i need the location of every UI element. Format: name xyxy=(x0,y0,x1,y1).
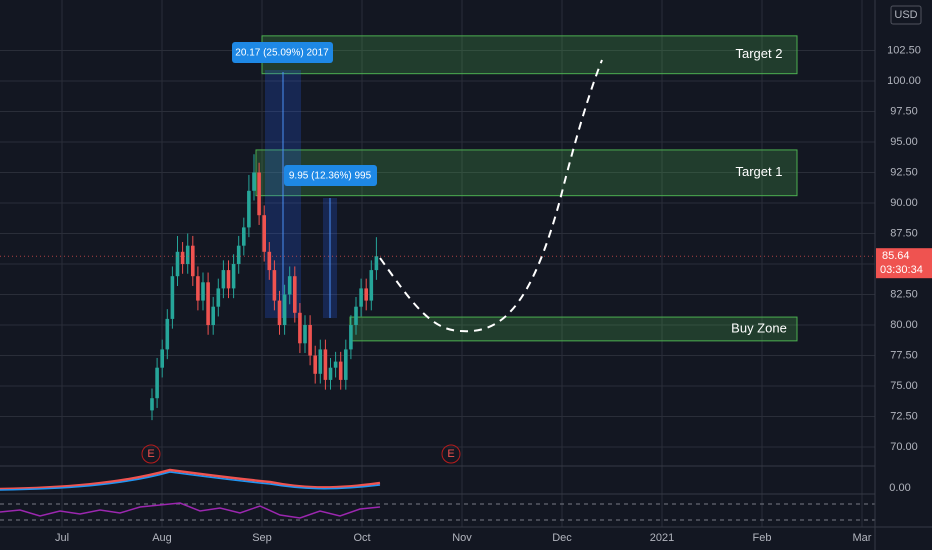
candle-body xyxy=(298,312,302,344)
candle-body xyxy=(196,276,200,301)
candle-body xyxy=(349,325,353,350)
candle-body xyxy=(344,349,348,380)
x-tick-label: Aug xyxy=(152,532,172,544)
candle-body xyxy=(313,355,317,374)
last-price-label: 85.64 xyxy=(882,250,910,262)
candle-body xyxy=(308,325,312,356)
candle-body xyxy=(191,245,195,277)
y-tick-label: 95.00 xyxy=(890,136,918,148)
earnings-marker xyxy=(441,444,461,464)
candle-body xyxy=(242,227,246,246)
rsi-line xyxy=(0,502,381,519)
candle-body xyxy=(175,251,180,277)
x-tick-label: Oct xyxy=(353,532,370,544)
y-tick-label: 80.00 xyxy=(890,319,918,331)
measure-label: 9.95 (12.36%) 995 xyxy=(289,171,372,182)
zone-label: Buy Zone xyxy=(731,320,787,335)
measure-badge xyxy=(284,165,377,186)
candle-body xyxy=(170,276,175,319)
oscillator-zero-label: 0.00 xyxy=(889,482,910,494)
grid xyxy=(0,0,875,527)
candle-body xyxy=(257,172,261,216)
candle-body xyxy=(180,251,185,264)
projection-path xyxy=(379,59,603,333)
candle-body xyxy=(364,288,368,301)
zone-label: Target 1 xyxy=(736,164,783,179)
candle-body xyxy=(252,172,256,191)
candle-body xyxy=(247,190,251,228)
oscillator-line xyxy=(0,468,381,491)
candle-body xyxy=(303,325,307,344)
earnings-label: E xyxy=(447,448,454,460)
zone-label: Target 2 xyxy=(736,46,783,61)
x-tick-label: Jul xyxy=(55,532,69,544)
measure-label: 20.17 (25.09%) 2017 xyxy=(235,48,329,59)
candle-body xyxy=(374,256,379,271)
currency-label: USD xyxy=(894,9,917,21)
x-tick-label: Sep xyxy=(252,532,272,544)
candle-body xyxy=(185,245,190,264)
candle-body xyxy=(160,349,164,368)
y-tick-label: 92.50 xyxy=(890,166,918,178)
candles xyxy=(150,154,379,421)
y-tick-label: 97.50 xyxy=(890,105,918,117)
candle-body xyxy=(282,294,287,325)
earnings-label: E xyxy=(147,448,154,460)
x-tick-label: 2021 xyxy=(650,532,674,544)
y-tick-label: 102.50 xyxy=(887,44,921,56)
candle-body xyxy=(359,288,363,307)
candle-body xyxy=(221,270,226,289)
y-tick-label: 100.00 xyxy=(887,75,921,87)
candle-body xyxy=(262,215,266,252)
candle-body xyxy=(277,300,282,325)
earnings-marker xyxy=(141,444,161,464)
candle-body xyxy=(231,264,236,289)
y-tick-label: 75.00 xyxy=(890,380,918,392)
candle-body xyxy=(226,270,231,289)
last-price-box xyxy=(876,248,932,279)
axis: 70.0072.5075.0077.5080.0082.5085.0087.50… xyxy=(0,44,932,544)
candle-body xyxy=(328,367,333,380)
candle-body xyxy=(287,276,292,295)
candle-body xyxy=(369,270,374,301)
y-tick-label: 77.50 xyxy=(890,349,918,361)
candle-body xyxy=(333,361,338,368)
candle-body xyxy=(338,361,343,380)
y-tick-label: 90.00 xyxy=(890,197,918,209)
candle-body xyxy=(216,288,221,307)
x-tick-label: Nov xyxy=(452,532,472,544)
zone xyxy=(261,35,798,75)
zone xyxy=(349,316,798,342)
y-tick-label: 70.00 xyxy=(890,441,918,453)
candle-body xyxy=(354,306,358,325)
y-tick-label: 72.50 xyxy=(890,410,918,422)
oscillator-signal xyxy=(0,471,381,491)
measure-badge xyxy=(232,42,333,63)
candle-body xyxy=(272,270,277,301)
x-tick-label: Dec xyxy=(552,532,572,544)
candle-body xyxy=(211,306,215,325)
candle-body xyxy=(206,282,210,325)
candle-body xyxy=(201,282,205,301)
x-tick-label: Feb xyxy=(753,532,772,544)
y-tick-label: 82.50 xyxy=(890,288,918,300)
candle-body xyxy=(236,245,241,264)
candle-body xyxy=(318,349,323,374)
countdown-label: 03:30:34 xyxy=(880,264,923,276)
candle-body xyxy=(267,251,272,271)
y-tick-label: 87.50 xyxy=(890,227,918,239)
candle-body xyxy=(323,349,328,380)
candle-body xyxy=(293,276,297,313)
x-tick-label: Mar xyxy=(853,532,872,544)
currency-box xyxy=(890,5,922,25)
candle-body xyxy=(150,398,154,411)
candle-body xyxy=(165,318,170,350)
candle-body xyxy=(155,367,159,399)
